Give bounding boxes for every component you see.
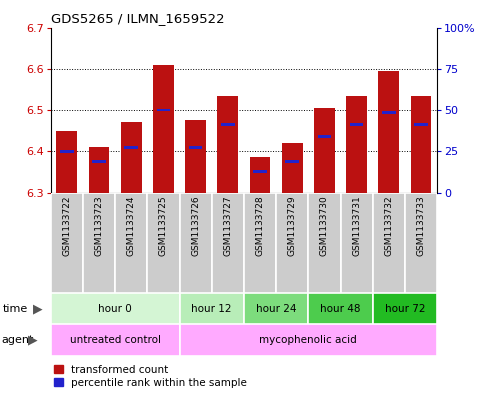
- Bar: [382, 111, 396, 114]
- Text: GSM1133722: GSM1133722: [62, 196, 71, 256]
- Bar: [180, 324, 437, 356]
- Bar: [350, 123, 363, 126]
- Bar: [51, 193, 83, 293]
- Bar: [147, 193, 180, 293]
- Bar: [189, 146, 202, 149]
- Text: ▶: ▶: [33, 302, 43, 315]
- Text: GSM1133731: GSM1133731: [352, 196, 361, 256]
- Text: GSM1133724: GSM1133724: [127, 196, 136, 256]
- Bar: [185, 120, 206, 193]
- Bar: [180, 293, 244, 324]
- Text: GSM1133729: GSM1133729: [288, 196, 297, 256]
- Legend: transformed count, percentile rank within the sample: transformed count, percentile rank withi…: [54, 365, 247, 388]
- Bar: [217, 95, 238, 193]
- Bar: [373, 293, 437, 324]
- Bar: [414, 123, 428, 126]
- Bar: [57, 131, 77, 193]
- Bar: [341, 193, 373, 293]
- Bar: [282, 143, 303, 193]
- Bar: [51, 293, 180, 324]
- Bar: [83, 193, 115, 293]
- Text: GSM1133728: GSM1133728: [256, 196, 265, 256]
- Bar: [212, 193, 244, 293]
- Bar: [51, 324, 180, 356]
- Text: GSM1133730: GSM1133730: [320, 196, 329, 256]
- Bar: [318, 136, 331, 138]
- Text: GSM1133727: GSM1133727: [223, 196, 232, 256]
- Bar: [253, 171, 267, 173]
- Text: ▶: ▶: [28, 333, 38, 347]
- Text: hour 48: hour 48: [320, 303, 361, 314]
- Bar: [244, 193, 276, 293]
- Bar: [60, 150, 73, 153]
- Bar: [115, 193, 147, 293]
- Text: time: time: [2, 303, 28, 314]
- Bar: [221, 123, 235, 126]
- Bar: [411, 95, 431, 193]
- Text: untreated control: untreated control: [70, 335, 161, 345]
- Text: GDS5265 / ILMN_1659522: GDS5265 / ILMN_1659522: [51, 12, 224, 25]
- Text: GSM1133726: GSM1133726: [191, 196, 200, 256]
- Bar: [276, 193, 308, 293]
- Bar: [121, 123, 142, 193]
- Bar: [373, 193, 405, 293]
- Text: GSM1133725: GSM1133725: [159, 196, 168, 256]
- Text: hour 0: hour 0: [98, 303, 132, 314]
- Bar: [125, 146, 138, 149]
- Bar: [92, 160, 106, 163]
- Text: hour 72: hour 72: [384, 303, 425, 314]
- Bar: [314, 108, 335, 193]
- Text: GSM1133732: GSM1133732: [384, 196, 393, 256]
- Text: agent: agent: [1, 335, 33, 345]
- Text: hour 12: hour 12: [191, 303, 232, 314]
- Bar: [153, 65, 174, 193]
- Bar: [308, 293, 373, 324]
- Bar: [378, 71, 399, 193]
- Bar: [308, 193, 341, 293]
- Text: GSM1133733: GSM1133733: [416, 196, 426, 256]
- Bar: [250, 158, 270, 193]
- Bar: [346, 95, 367, 193]
- Text: GSM1133723: GSM1133723: [95, 196, 103, 256]
- Bar: [285, 160, 299, 163]
- Bar: [405, 193, 437, 293]
- Text: mycophenolic acid: mycophenolic acid: [259, 335, 357, 345]
- Bar: [88, 147, 110, 193]
- Bar: [244, 293, 308, 324]
- Bar: [180, 193, 212, 293]
- Text: hour 24: hour 24: [256, 303, 297, 314]
- Bar: [156, 108, 170, 112]
